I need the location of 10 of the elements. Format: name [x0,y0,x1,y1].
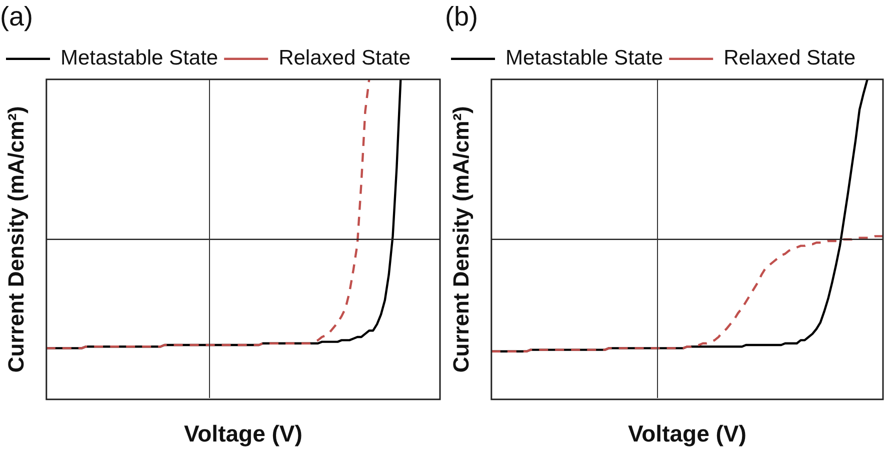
legend-label: Relaxed State [724,46,856,70]
legend-label: Metastable State [506,46,664,70]
x-axis-title: Voltage (V) [628,420,746,447]
y-axis-title: Current Density (mA/cm²) [448,106,474,373]
y-axis-title: Current Density (mA/cm²) [3,106,28,373]
chart-title: (b) [445,2,478,32]
x-axis-title: Voltage (V) [184,420,302,447]
chart-title: (a) [0,2,33,32]
legend-label: Relaxed State [278,46,411,70]
legend-label: Metastable State [60,46,218,70]
